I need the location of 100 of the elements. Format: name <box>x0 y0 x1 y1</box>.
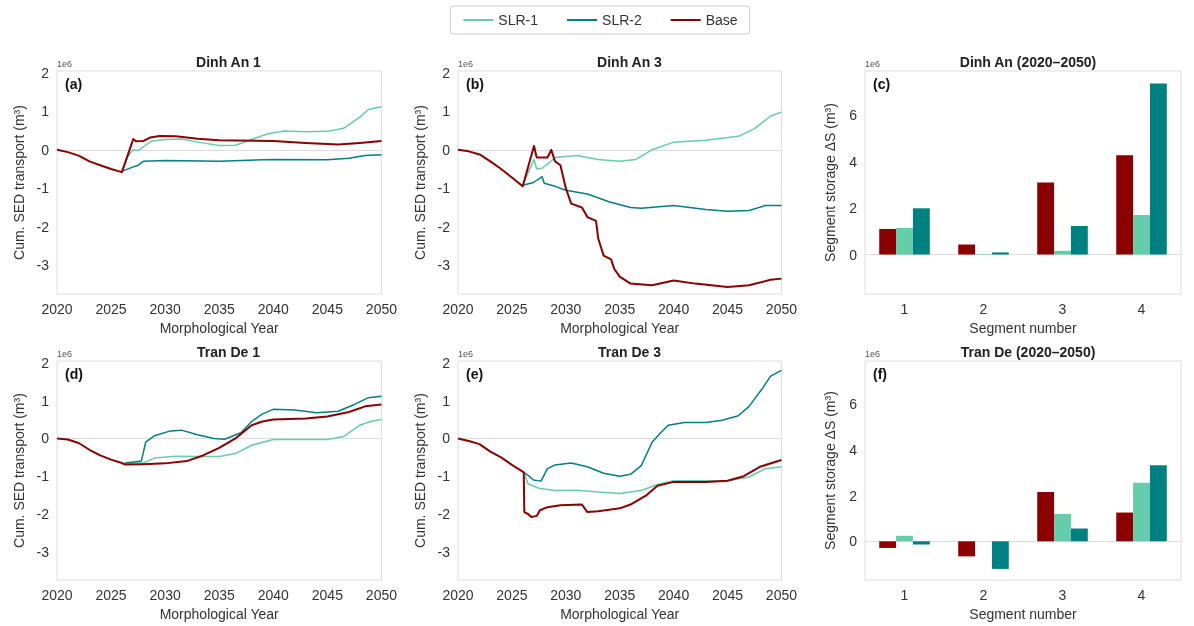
y-tick-label: 1 <box>41 392 50 409</box>
x-axis-title: Morphological Year <box>159 606 280 622</box>
x-tick-label: 1 <box>900 587 909 604</box>
y-tick-label: 4 <box>849 442 858 459</box>
line-series <box>56 403 383 466</box>
bar <box>1133 215 1150 255</box>
bar <box>1133 482 1150 542</box>
x-tick-label: 2030 <box>550 301 582 317</box>
x-tick-label: 2040 <box>257 301 290 317</box>
y-tick-label: -1 <box>36 180 50 197</box>
x-tick-label: 2035 <box>604 587 636 604</box>
line-series <box>523 466 783 495</box>
x-tick-label: 2045 <box>311 301 344 317</box>
line-series <box>457 144 783 289</box>
bar <box>991 252 1009 255</box>
x-tick-label: 4 <box>1137 301 1146 317</box>
x-tick-label: 2030 <box>149 587 181 604</box>
bar <box>1070 225 1088 255</box>
text: 1e6 <box>865 58 881 69</box>
x-tick-label: 2020 <box>442 587 474 604</box>
y-tick-label: 2 <box>442 64 451 81</box>
bar <box>958 244 976 255</box>
text: 1e6 <box>458 58 474 69</box>
x-tick-label: 2040 <box>658 587 690 604</box>
x-axis-title: Segment number <box>969 319 1078 336</box>
text: 1e6 <box>57 58 73 69</box>
x-axis-title: Segment number <box>969 606 1078 622</box>
x-tick-label: 2020 <box>41 587 73 604</box>
bar <box>896 535 913 542</box>
bar <box>1149 83 1167 255</box>
legend-label: SLR-1 <box>498 12 539 28</box>
y-tick-label: -1 <box>437 180 451 197</box>
x-tick-label: 2050 <box>765 587 798 604</box>
y-tick-label: -3 <box>36 257 50 274</box>
x-tick-label: 2020 <box>442 301 474 317</box>
y-tick-label: 2 <box>41 354 50 371</box>
bar <box>1116 155 1134 255</box>
bar <box>1054 250 1071 255</box>
y-tick-label: 6 <box>849 107 858 124</box>
y-axis-title: Cum. SED transport (m³) <box>411 105 428 260</box>
bar <box>879 228 897 255</box>
x-tick-label: 2025 <box>95 301 127 317</box>
bar <box>1149 465 1167 542</box>
y-tick-label: 4 <box>849 153 858 170</box>
y-tick-label: 0 <box>442 141 451 158</box>
x-tick-label: 2040 <box>257 587 290 604</box>
x-tick-label: 4 <box>1137 587 1146 604</box>
y-axis-title: Cum. SED transport (m³) <box>411 393 428 548</box>
y-tick-label: -3 <box>437 257 451 274</box>
x-axis-title: Morphological Year <box>560 606 680 622</box>
annotation: (d) <box>65 366 83 382</box>
bar <box>958 541 976 557</box>
x-tick-label: 2030 <box>149 301 181 317</box>
x-tick-label: 2 <box>979 587 988 604</box>
x-axis-title: Morphological Year <box>560 319 680 336</box>
bar <box>1037 182 1055 255</box>
y-tick-label: 1 <box>442 103 451 120</box>
x-tick-label: 2045 <box>711 587 744 604</box>
annotation: (c) <box>873 76 891 92</box>
y-tick-label: 2 <box>41 64 50 81</box>
annotation: (b) <box>466 76 484 92</box>
chart-title: Tran De 3 <box>597 344 662 360</box>
x-tick-label: 2050 <box>765 301 798 317</box>
x-tick-label: 2035 <box>604 301 636 317</box>
y-tick-label: 2 <box>442 354 451 371</box>
y-tick-label: -2 <box>36 218 50 235</box>
y-tick-label: 6 <box>849 396 858 413</box>
bar <box>879 541 897 548</box>
annotation: (a) <box>65 76 83 92</box>
x-tick-label: 2035 <box>203 301 235 317</box>
y-tick-label: 1 <box>442 392 451 409</box>
y-tick-label: 1 <box>41 103 50 120</box>
y-tick-label: 2 <box>849 200 858 217</box>
bar <box>1037 492 1055 542</box>
bar <box>1054 513 1071 542</box>
line-series <box>124 395 383 464</box>
y-tick-label: -1 <box>36 468 50 485</box>
bar <box>1116 512 1134 542</box>
x-tick-label: 2045 <box>311 587 344 604</box>
text: 1e6 <box>458 348 474 359</box>
x-tick-label: 2 <box>979 301 988 317</box>
text: 1e6 <box>865 348 881 359</box>
line-series <box>521 175 783 213</box>
line-series <box>457 437 783 519</box>
x-tick-label: 2025 <box>496 301 528 317</box>
y-tick-label: 0 <box>849 533 858 550</box>
x-tick-label: 2040 <box>658 301 690 317</box>
y-tick-label: -2 <box>437 218 451 235</box>
x-tick-label: 2050 <box>365 301 398 317</box>
y-axis-title: Cum. SED transport (m³) <box>10 105 27 260</box>
x-tick-label: 2035 <box>203 587 235 604</box>
bar <box>912 208 930 255</box>
y-tick-label: -2 <box>36 505 50 522</box>
legend-label: Base <box>705 12 738 28</box>
y-axis-title: Segment storage ΔS (m³) <box>822 391 838 550</box>
annotation: (e) <box>466 366 484 382</box>
bar <box>896 228 913 255</box>
y-tick-label: 0 <box>849 246 858 263</box>
y-tick-label: -3 <box>437 543 451 560</box>
x-tick-label: 2050 <box>365 587 398 604</box>
